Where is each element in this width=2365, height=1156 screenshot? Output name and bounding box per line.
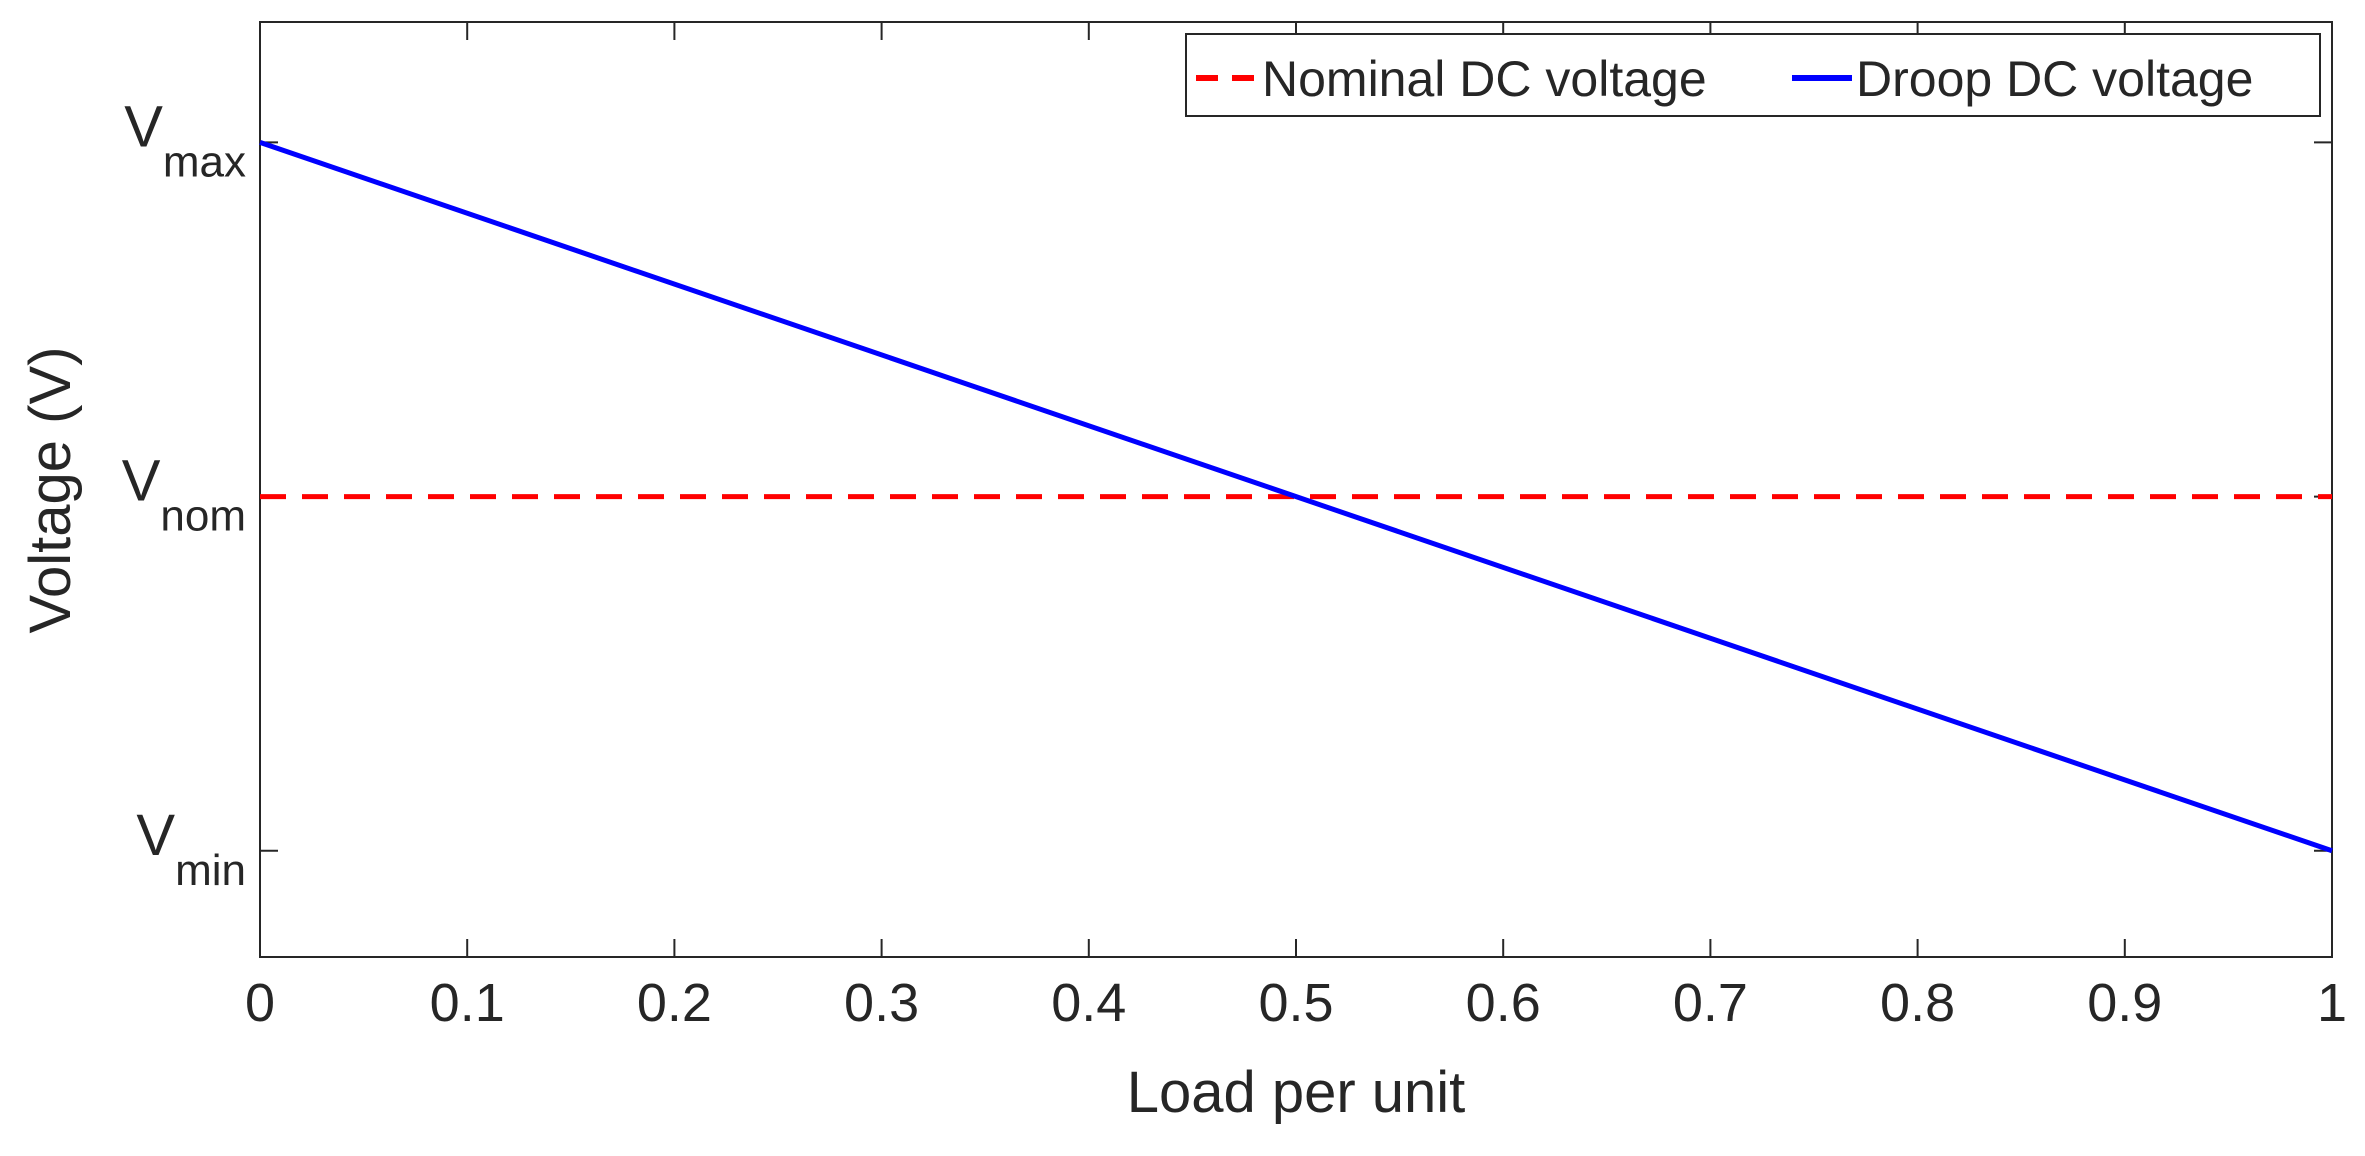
x-tick-label: 0.4 [1051, 973, 1126, 1033]
x-tick-label: 1 [2317, 973, 2347, 1033]
x-axis-ticks: 0 0.1 0.2 0.3 0.4 0.5 0.6 0.7 0.8 0.9 1 [245, 22, 2347, 1033]
y-tick-label-main: V [124, 94, 163, 159]
series-layer [259, 140, 2333, 854]
y-tick-label-sub: min [175, 846, 246, 895]
y-tick-label-sub: max [163, 137, 246, 186]
x-axis-label: Load per unit [1127, 1060, 1466, 1125]
x-tick-label: 0 [245, 973, 275, 1033]
x-tick-label: 0.1 [430, 973, 505, 1033]
y-tick-label: Vnom [122, 449, 246, 541]
plot-area [259, 21, 2333, 958]
x-tick-label: 0.5 [1258, 973, 1333, 1033]
x-tick-label: 0.3 [844, 973, 919, 1033]
y-tick-label-sub: nom [160, 492, 246, 541]
x-tick-label: 0.9 [2087, 973, 2162, 1033]
series-line-droop-dc-voltage [259, 140, 2333, 854]
y-tick-label: Vmin [136, 803, 246, 895]
x-tick-label: 0.7 [1673, 973, 1748, 1033]
legend-label-nominal: Nominal DC voltage [1262, 51, 1707, 107]
legend-label-droop: Droop DC voltage [1856, 51, 2253, 107]
y-tick-label-main: V [136, 803, 175, 868]
legend: Nominal DC voltage Droop DC voltage [1185, 33, 2321, 117]
legend-box [1185, 33, 2321, 117]
x-tick-label: 0.6 [1466, 973, 1541, 1033]
y-tick-label: Vmax [124, 94, 246, 186]
x-tick-label: 0.8 [1880, 973, 1955, 1033]
x-tick-label: 0.2 [637, 973, 712, 1033]
y-axis-label: Voltage (V) [18, 347, 83, 634]
y-tick-label-main: V [122, 449, 161, 514]
